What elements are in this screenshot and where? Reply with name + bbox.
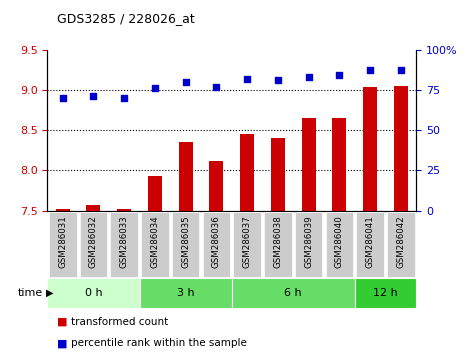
Text: GSM286036: GSM286036 [212, 215, 221, 268]
Text: GSM286039: GSM286039 [304, 215, 313, 268]
FancyBboxPatch shape [49, 212, 77, 276]
Text: GSM286034: GSM286034 [150, 215, 159, 268]
FancyBboxPatch shape [264, 212, 292, 276]
FancyBboxPatch shape [141, 212, 169, 276]
Point [336, 73, 343, 78]
FancyBboxPatch shape [110, 212, 138, 276]
Bar [271, 138, 285, 211]
FancyBboxPatch shape [47, 278, 140, 308]
FancyBboxPatch shape [140, 278, 232, 308]
Point [274, 77, 282, 83]
Text: GSM286038: GSM286038 [273, 215, 282, 268]
FancyBboxPatch shape [79, 212, 107, 276]
Text: GSM286033: GSM286033 [120, 215, 129, 268]
Point [182, 79, 189, 85]
Text: 0 h: 0 h [85, 288, 102, 298]
FancyBboxPatch shape [295, 212, 323, 276]
Bar [87, 205, 100, 211]
Text: GSM286037: GSM286037 [243, 215, 252, 268]
Bar [117, 209, 131, 211]
FancyBboxPatch shape [202, 212, 230, 276]
Text: 12 h: 12 h [373, 288, 398, 298]
Bar [394, 86, 408, 211]
Text: GSM286031: GSM286031 [58, 215, 67, 268]
Text: time: time [18, 288, 43, 298]
Bar [179, 142, 193, 211]
Point [213, 84, 220, 90]
FancyBboxPatch shape [356, 212, 384, 276]
Point [366, 68, 374, 73]
Bar [240, 134, 254, 211]
Bar [302, 118, 315, 211]
Text: ■: ■ [57, 317, 67, 327]
Bar [148, 176, 162, 211]
Text: ▶: ▶ [46, 288, 53, 298]
FancyBboxPatch shape [387, 212, 415, 276]
FancyBboxPatch shape [232, 278, 355, 308]
Text: GSM286032: GSM286032 [89, 215, 98, 268]
Text: GSM286042: GSM286042 [396, 215, 405, 268]
Text: percentile rank within the sample: percentile rank within the sample [71, 338, 247, 348]
Text: GDS3285 / 228026_at: GDS3285 / 228026_at [57, 12, 194, 25]
Point [397, 68, 405, 73]
Bar [56, 209, 70, 211]
Point [120, 95, 128, 101]
Text: transformed count: transformed count [71, 317, 168, 327]
Text: GSM286041: GSM286041 [366, 215, 375, 268]
Text: ■: ■ [57, 338, 67, 348]
FancyBboxPatch shape [325, 212, 353, 276]
Text: GSM286040: GSM286040 [335, 215, 344, 268]
FancyBboxPatch shape [172, 212, 200, 276]
Point [243, 76, 251, 81]
Text: 6 h: 6 h [284, 288, 302, 298]
Point [90, 93, 97, 99]
FancyBboxPatch shape [355, 278, 416, 308]
Bar [333, 118, 346, 211]
Point [59, 95, 66, 101]
Text: 3 h: 3 h [177, 288, 194, 298]
Bar [210, 161, 223, 211]
Text: GSM286035: GSM286035 [181, 215, 190, 268]
FancyBboxPatch shape [233, 212, 261, 276]
Point [305, 74, 312, 80]
Point [151, 85, 159, 91]
Bar [363, 87, 377, 211]
